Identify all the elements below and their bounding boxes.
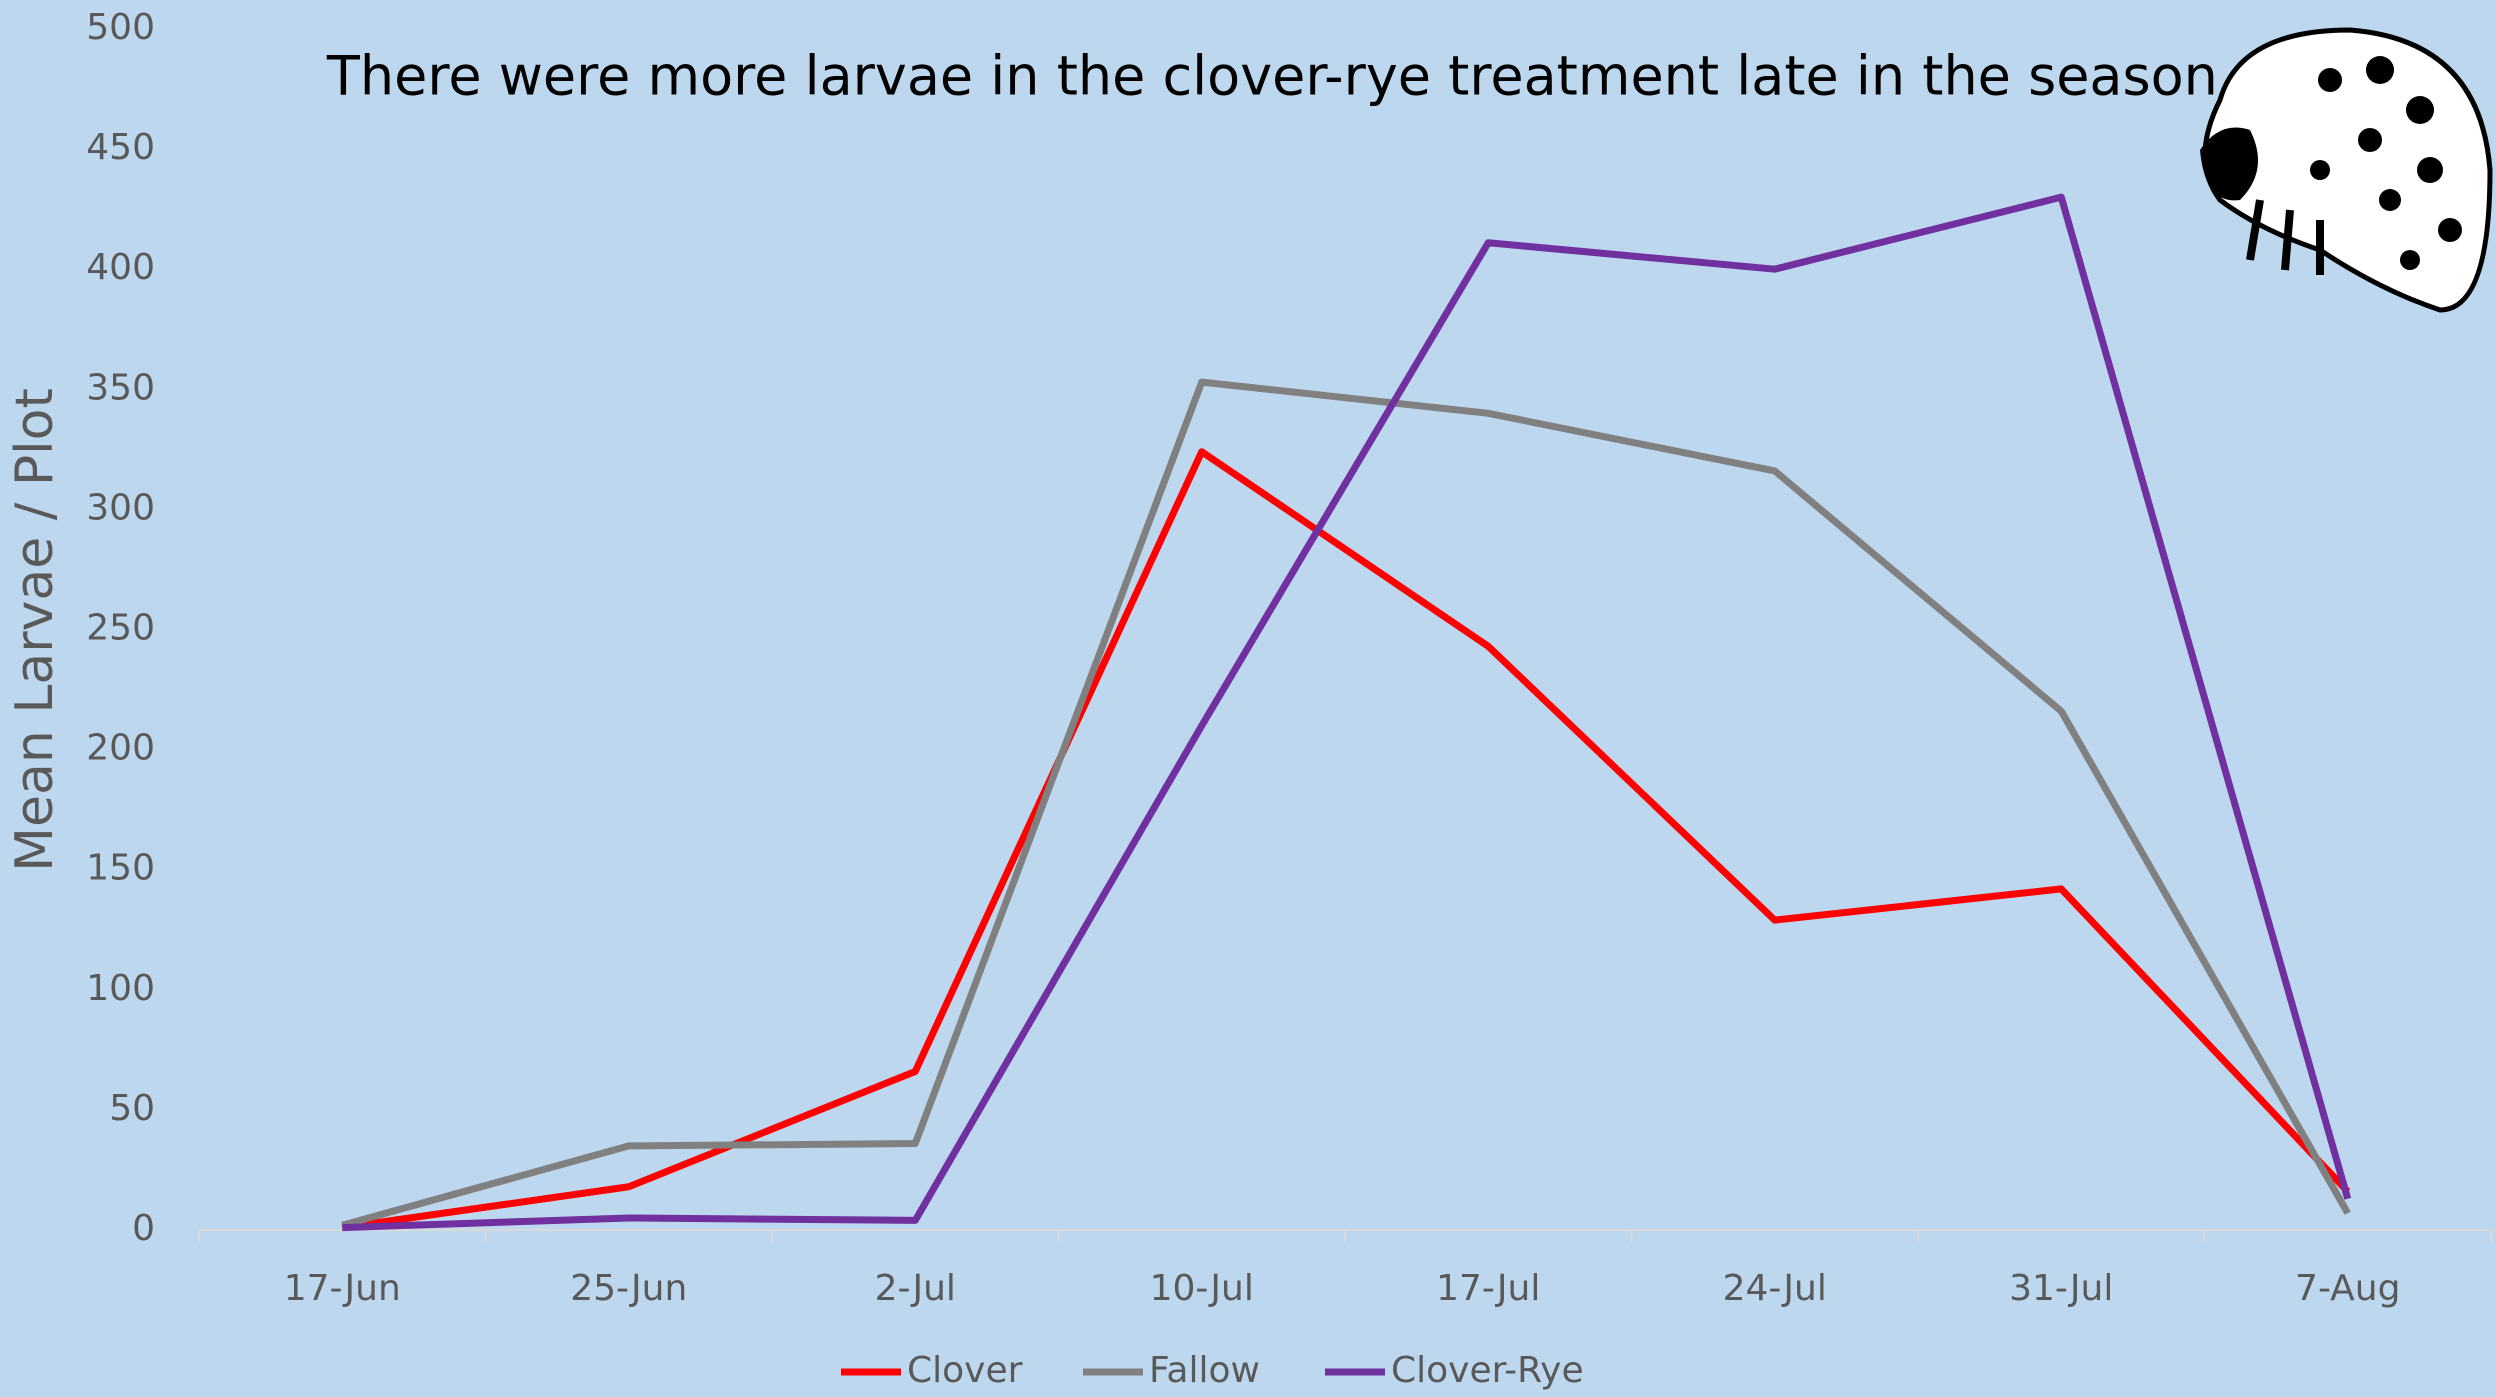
page: There were more larvae in the clover-rye… bbox=[0, 0, 2496, 1397]
y-tick-label: 150 bbox=[86, 848, 155, 889]
x-tick-label: 2-Jul bbox=[875, 1268, 956, 1309]
y-axis-title: Mean Larvae / Plot bbox=[5, 388, 65, 872]
x-tick-label: 17-Jul bbox=[1436, 1268, 1540, 1309]
x-tick-label: 7-Aug bbox=[2295, 1268, 2400, 1309]
chart-title: There were more larvae in the clover-rye… bbox=[326, 45, 2235, 108]
y-tick-label: 50 bbox=[109, 1088, 155, 1129]
y-tick-label: 500 bbox=[86, 7, 155, 48]
legend-label: Fallow bbox=[1149, 1350, 1260, 1391]
y-tick-label: 400 bbox=[86, 247, 155, 288]
y-tick-label: 250 bbox=[86, 608, 155, 649]
x-tick-label: 25-Jun bbox=[570, 1268, 687, 1309]
y-tick-label: 200 bbox=[86, 728, 155, 769]
x-tick-label: 31-Jul bbox=[2009, 1268, 2113, 1309]
y-tick-label: 0 bbox=[132, 1208, 155, 1249]
y-tick-label: 350 bbox=[86, 367, 155, 408]
background bbox=[0, 0, 2496, 1397]
y-tick-label: 100 bbox=[86, 968, 155, 1009]
x-tick-label: 10-Jul bbox=[1150, 1268, 1254, 1309]
legend-label: Clover-Rye bbox=[1391, 1350, 1584, 1391]
x-tick-label: 17-Jun bbox=[284, 1268, 401, 1309]
chart: There were more larvae in the clover-rye… bbox=[0, 0, 2496, 1397]
y-tick-label: 300 bbox=[86, 487, 155, 528]
legend-label: Clover bbox=[907, 1350, 1023, 1391]
x-tick-label: 24-Jul bbox=[1723, 1268, 1827, 1309]
y-tick-label: 450 bbox=[86, 127, 155, 168]
